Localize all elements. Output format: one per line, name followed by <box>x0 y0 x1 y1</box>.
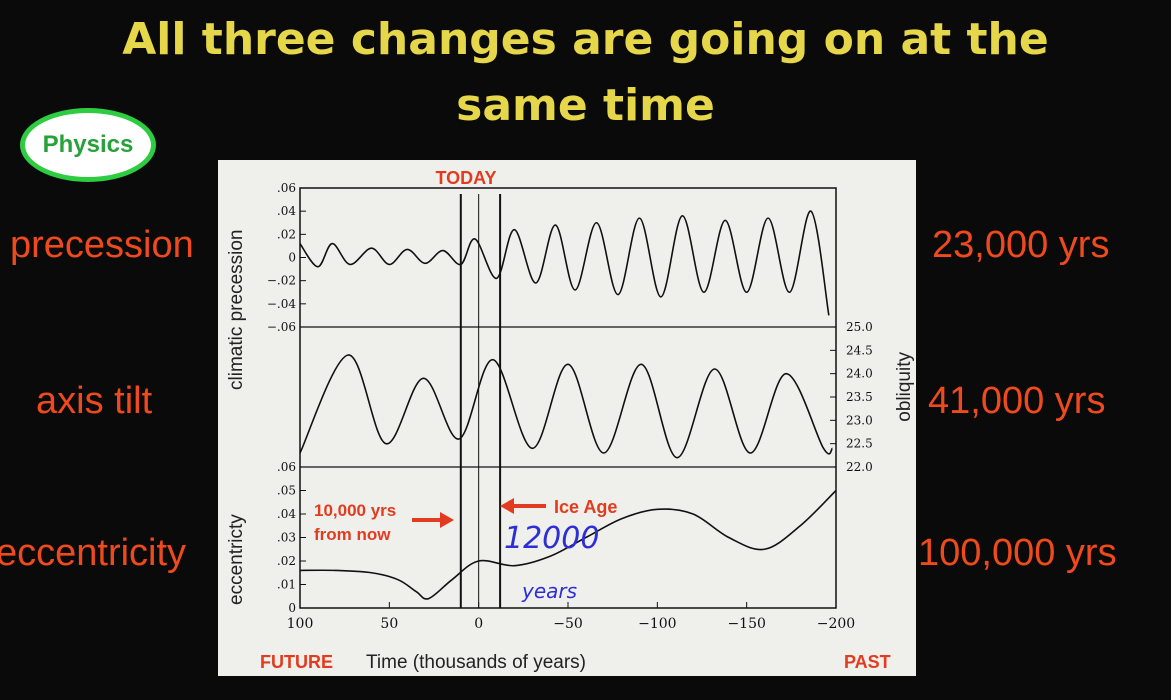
obliquity-curve <box>299 354 834 459</box>
eccentricity-tick-label: 0 <box>288 601 296 615</box>
past-label: PAST <box>844 652 891 672</box>
x-tick-label: 100 <box>287 616 314 632</box>
period-eccentricity: 100,000 yrs <box>918 532 1117 574</box>
eccentricity-tick-label: .06 <box>277 460 296 474</box>
obliquity-tick-label: 22.0 <box>846 460 873 474</box>
precession-tick-label: 0 <box>288 251 296 265</box>
arrow-iceage-icon <box>500 498 546 514</box>
precession-tick-label: .02 <box>277 227 296 241</box>
x-tick-label: −200 <box>817 616 855 632</box>
handwritten-years: years <box>521 579 577 603</box>
precession-curve <box>299 210 830 316</box>
obliquity-tick-label: 23.5 <box>846 390 873 404</box>
x-tick-label: 50 <box>380 616 398 632</box>
obliquity-tick-label: 23.0 <box>846 413 873 427</box>
annotation-future-line2: from now <box>314 525 391 544</box>
eccentricity-curve <box>299 489 837 600</box>
milankovitch-chart-panel: .06 .04 .02 0 −.02 −.04 −.06 .06 .05 .04 .03 .02 .01… <box>218 160 916 676</box>
annotation-ice-age: Ice Age <box>554 497 617 517</box>
eccentricity-tick-label: .05 <box>277 484 296 498</box>
x-tick-label: −100 <box>638 616 676 632</box>
precession-tick-label: −.06 <box>267 320 296 334</box>
precession-axis-label: climatic precession <box>226 230 247 391</box>
arrow-future-icon <box>412 512 454 528</box>
obliquity-tick-label: 24.0 <box>846 367 873 381</box>
label-precession: precession <box>10 224 194 266</box>
handwritten-12000: 12000 <box>504 521 599 556</box>
physics-badge: Physics <box>20 108 156 182</box>
eccentricity-axis-label: eccentricty <box>226 514 247 605</box>
slide-title-line2: same time <box>456 80 715 131</box>
precession-tick-label: −.04 <box>267 297 297 311</box>
x-tick-label: −50 <box>553 616 583 632</box>
future-label: FUTURE <box>260 652 333 672</box>
period-precession: 23,000 yrs <box>932 224 1110 266</box>
eccentricity-tick-label: .04 <box>277 507 296 521</box>
label-axis-tilt: axis tilt <box>36 380 153 422</box>
obliquity-axis-label: obliquity <box>894 352 915 422</box>
eccentricity-tick-label: .02 <box>277 554 296 568</box>
precession-tick-label: .04 <box>277 204 296 218</box>
annotation-future-line1: 10,000 yrs <box>314 501 396 520</box>
eccentricity-tick-label: .01 <box>277 578 296 592</box>
today-label: TODAY <box>435 168 496 188</box>
label-eccentricity: eccentricity <box>0 532 187 574</box>
x-axis-title: Time (thousands of years) <box>366 652 586 673</box>
eccentricity-tick-label: .03 <box>277 531 296 545</box>
obliquity-tick-label: 22.5 <box>846 437 873 451</box>
slide-title-line1: All three changes are going on at the <box>122 14 1049 65</box>
precession-tick-label: −.02 <box>267 274 296 288</box>
precession-tick-label: .06 <box>277 181 296 195</box>
obliquity-tick-label: 24.5 <box>846 343 873 357</box>
x-tick-label: 0 <box>474 616 483 632</box>
chart-ticks <box>299 187 837 609</box>
chart-curves <box>299 194 837 608</box>
obliquity-tick-label: 25.0 <box>846 320 873 334</box>
x-tick-label: −150 <box>727 616 765 632</box>
chart-tick-labels: .06 .04 .02 0 −.02 −.04 −.06 .06 .05 .04 .03 .02 .01… <box>267 181 873 632</box>
milankovitch-chart: .06 .04 .02 0 −.02 −.04 −.06 .06 .05 .04 .03 .02 .01… <box>226 168 915 673</box>
period-axis-tilt: 41,000 yrs <box>928 380 1106 422</box>
